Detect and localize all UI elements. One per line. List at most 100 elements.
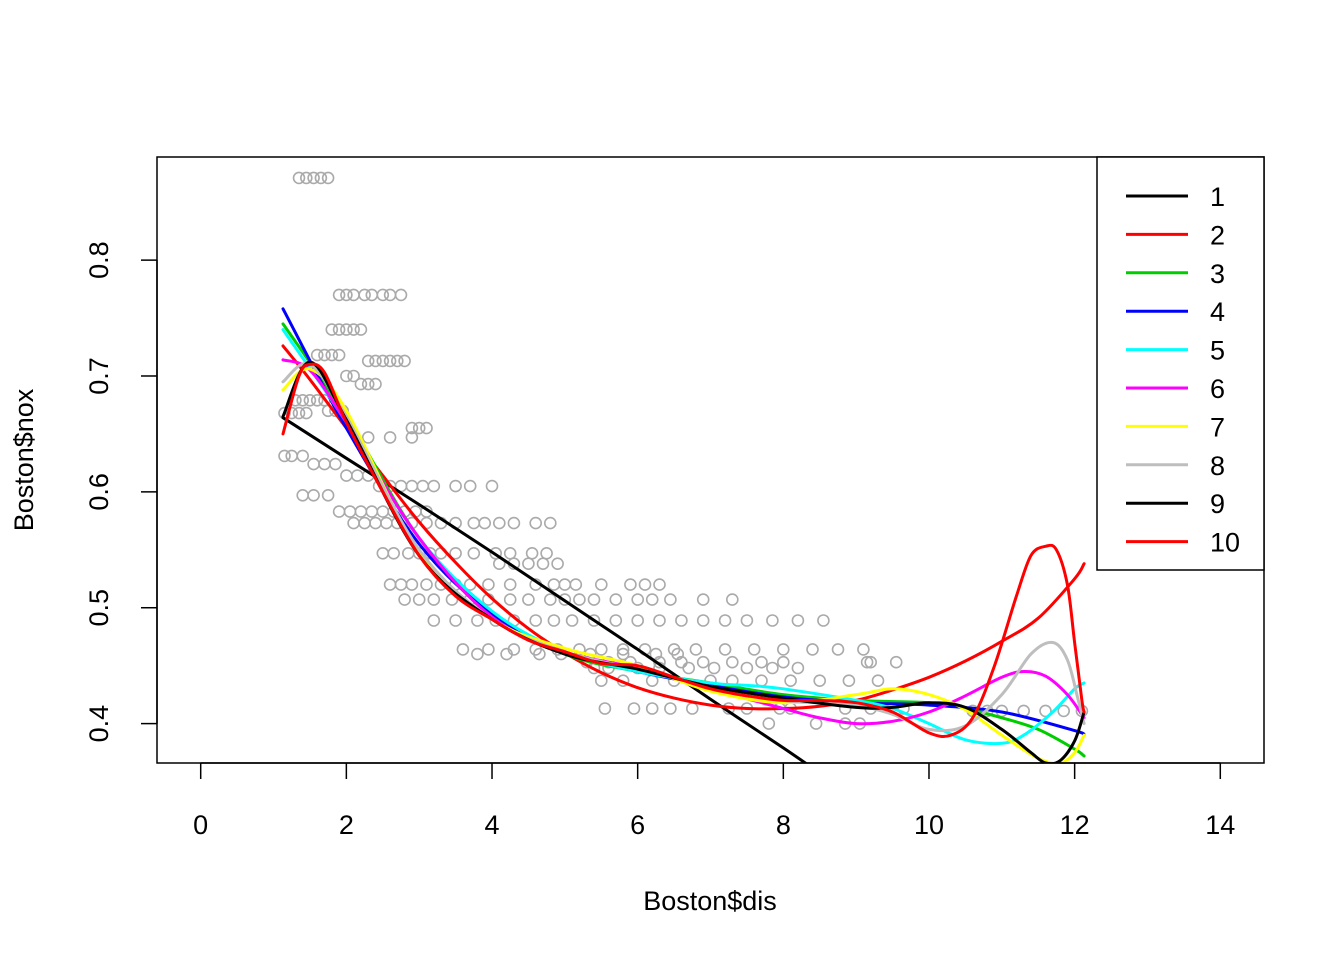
y-tick-label: 0.7 <box>84 357 114 395</box>
data-point <box>857 643 870 656</box>
data-point <box>740 614 754 627</box>
data-point <box>609 614 623 627</box>
data-point <box>500 647 513 661</box>
data-point <box>383 354 397 368</box>
data-point <box>747 643 761 656</box>
data-point <box>299 171 313 185</box>
data-point <box>725 655 739 669</box>
legend: 1 2 3 4 5 6 7 8 9 10 <box>1096 156 1265 571</box>
data-point <box>390 354 404 368</box>
data-point <box>307 488 320 502</box>
data-point <box>645 593 659 606</box>
series-line-10 <box>281 362 1086 739</box>
x-tick-label: 0 <box>193 810 208 840</box>
data-point <box>503 593 517 606</box>
data-point <box>365 505 379 518</box>
data-point <box>361 354 375 368</box>
data-point <box>766 614 779 627</box>
data-point <box>696 655 710 669</box>
series-line-1 <box>281 416 808 763</box>
data-point <box>332 288 346 302</box>
data-point <box>467 516 481 530</box>
data-point <box>671 647 685 661</box>
legend-label-9: 9 <box>1210 489 1225 519</box>
data-point <box>314 171 328 185</box>
legend-label-7: 7 <box>1210 412 1225 442</box>
x-tick-label: 14 <box>1205 810 1235 840</box>
data-point <box>627 702 641 715</box>
data-point <box>522 593 535 606</box>
data-point <box>296 449 310 463</box>
data-point <box>718 643 732 656</box>
data-point <box>587 614 601 627</box>
data-point <box>645 702 659 715</box>
data-point <box>376 546 390 560</box>
data-point <box>347 323 360 336</box>
data-point <box>569 578 583 591</box>
y-axis-title: Boston$nox <box>9 388 39 531</box>
data-point <box>533 647 546 661</box>
legend-box <box>1096 156 1265 571</box>
data-point <box>791 614 805 627</box>
legend-label-6: 6 <box>1210 374 1225 404</box>
data-point <box>449 614 462 627</box>
data-point <box>358 516 371 530</box>
data-point <box>573 593 586 606</box>
y-tick-label: 0.6 <box>84 473 114 511</box>
data-point <box>649 647 663 661</box>
data-point <box>594 578 608 591</box>
data-point <box>383 288 397 302</box>
series-line-6 <box>281 358 1086 726</box>
data-point <box>427 479 441 493</box>
data-point <box>860 655 874 669</box>
data-point <box>682 661 696 675</box>
x-tick-label: 6 <box>630 810 645 840</box>
data-point <box>631 593 645 606</box>
data-point <box>292 406 306 420</box>
data-point <box>689 643 703 656</box>
data-point <box>529 614 543 627</box>
data-point <box>376 505 390 518</box>
data-point <box>522 557 535 571</box>
data-point <box>507 516 521 530</box>
data-point <box>784 674 797 688</box>
data-point <box>354 505 368 518</box>
data-point <box>321 171 335 185</box>
data-point <box>1057 704 1070 718</box>
scatter-points <box>278 171 1089 730</box>
y-tick-label: 0.5 <box>84 589 114 627</box>
data-point <box>809 717 823 730</box>
data-point <box>624 578 637 591</box>
data-point <box>594 674 608 688</box>
x-tick-label: 10 <box>914 810 944 840</box>
series-line-2 <box>281 344 1086 711</box>
data-point <box>456 643 470 656</box>
data-point <box>303 393 317 407</box>
data-point <box>638 578 652 591</box>
data-point <box>369 516 382 530</box>
data-point <box>540 546 553 560</box>
data-point <box>831 643 845 656</box>
data-point <box>536 557 550 571</box>
data-point <box>332 323 346 336</box>
data-point <box>307 457 320 471</box>
data-point <box>405 578 419 591</box>
series-line-9 <box>281 360 1086 763</box>
data-point <box>310 393 324 407</box>
data-point <box>361 377 375 391</box>
fit-lines <box>281 307 1086 763</box>
data-point <box>485 479 499 493</box>
data-point <box>347 288 360 302</box>
data-point <box>340 323 353 336</box>
x-tick-label: 2 <box>339 810 354 840</box>
data-point <box>332 348 346 362</box>
x-axis-title: Boston$dis <box>643 886 777 916</box>
data-point <box>299 406 313 420</box>
legend-label-10: 10 <box>1210 528 1240 558</box>
data-point <box>594 643 608 656</box>
data-point <box>565 614 579 627</box>
data-point <box>369 377 382 391</box>
data-point <box>762 717 776 730</box>
y-axis: 0.4 0.5 0.6 0.7 0.8 <box>84 241 158 742</box>
